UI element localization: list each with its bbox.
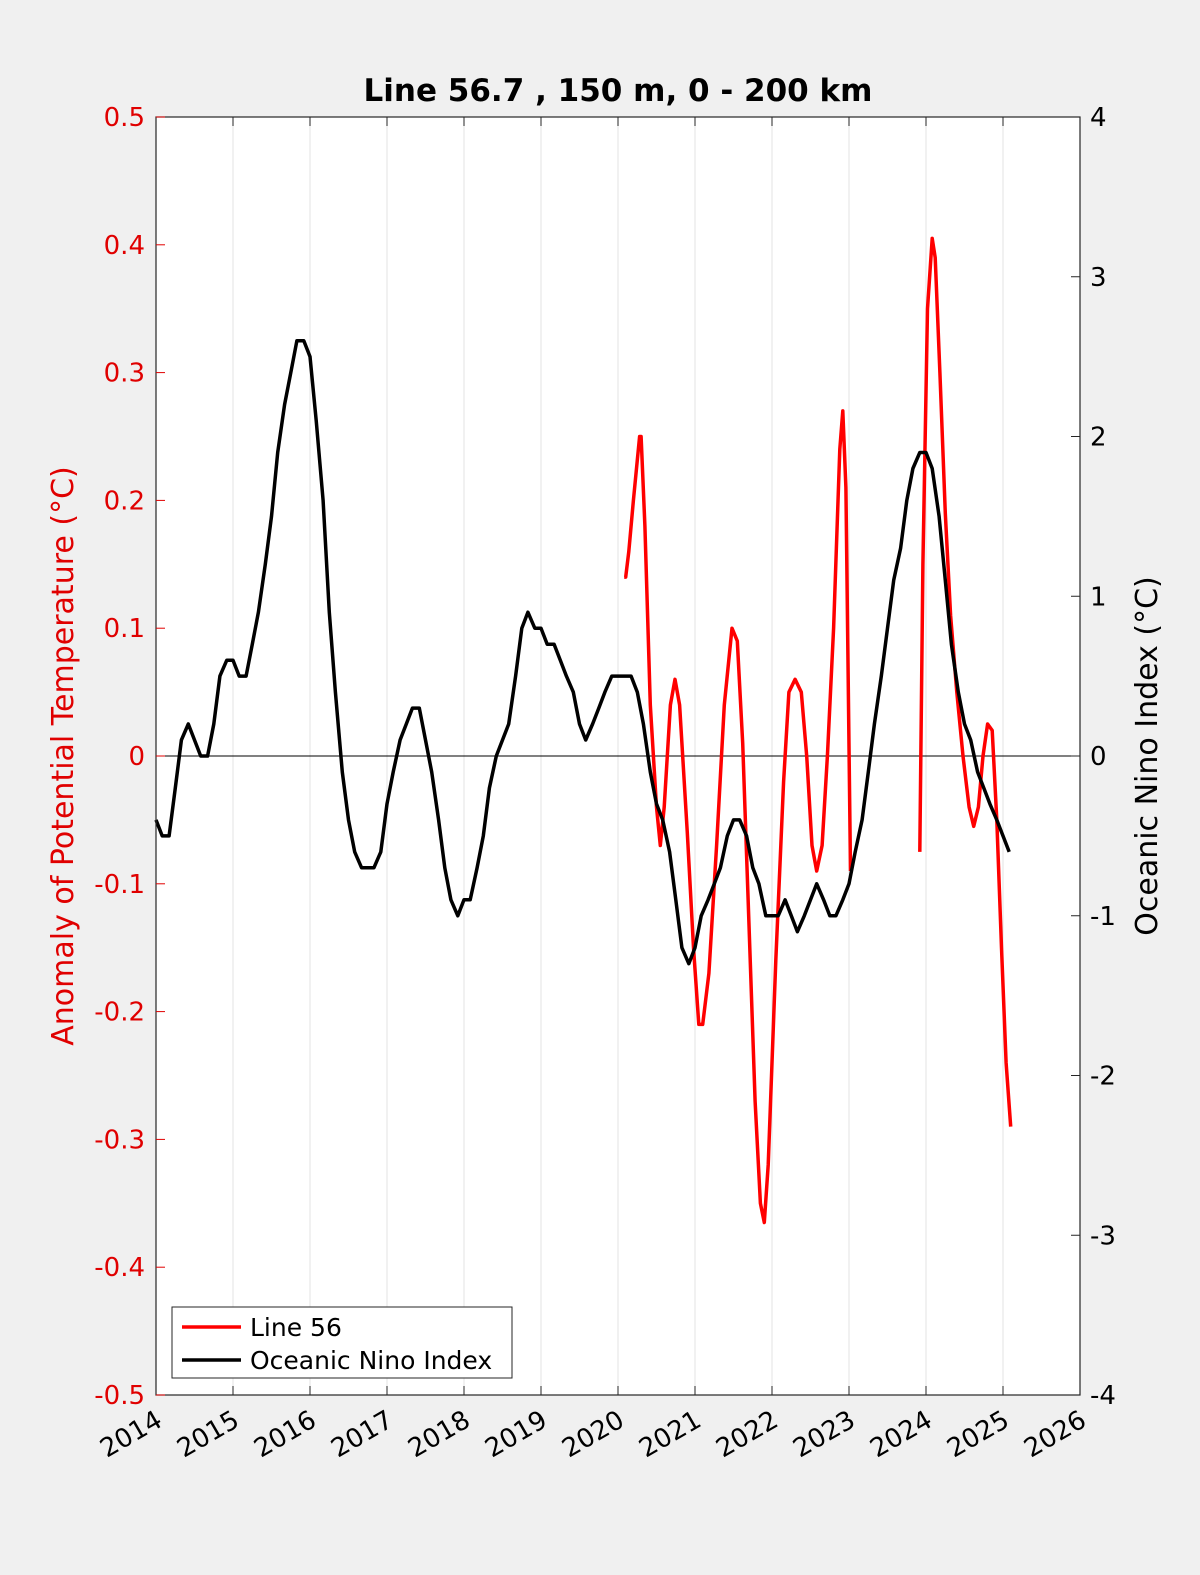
legend-box xyxy=(171,1306,513,1379)
legend-label-oni: Oceanic Nino Index xyxy=(250,1346,492,1375)
legend-label-line56: Line 56 xyxy=(250,1313,342,1342)
y-right-tick-label: 4 xyxy=(1090,103,1107,133)
ticks xyxy=(155,116,1081,1396)
series-line56-line xyxy=(623,409,853,1225)
y-right-tick-label: -1 xyxy=(1090,902,1116,932)
y-left-tick-label: -0.2 xyxy=(94,998,145,1028)
y-right-tick-label: 3 xyxy=(1090,263,1107,293)
y-left-tick-label: -0.1 xyxy=(94,870,145,900)
y-left-tick-label: 0.1 xyxy=(104,614,145,644)
y-right-tick-label: 2 xyxy=(1090,423,1107,453)
y-left-tick-label: -0.3 xyxy=(94,1125,145,1155)
y-left-tick-label: 0.5 xyxy=(104,103,145,133)
y-left-tick-label: 0.4 xyxy=(104,231,145,261)
chart-title: Line 56.7 , 150 m, 0 - 200 km xyxy=(364,73,873,109)
y-left-tick-label: 0 xyxy=(128,742,145,772)
right-axis-label: Oceanic Nino Index (°C) xyxy=(1130,576,1165,936)
legend: Line 56 Oceanic Nino Index xyxy=(171,1306,513,1379)
right-axis-tick-labels: 4 3 2 1 0 -1 -2 -3 -4 xyxy=(1090,103,1116,1411)
series-oni-line xyxy=(154,338,1011,966)
y-right-tick-label: 1 xyxy=(1090,582,1107,612)
y-right-tick-label: -4 xyxy=(1090,1381,1116,1411)
series-line56-line xyxy=(918,236,1013,1127)
series-layer xyxy=(154,236,1013,1225)
y-right-tick-label: -2 xyxy=(1090,1062,1116,1092)
left-axis-label: Anomaly of Potential Temperature (°C) xyxy=(46,466,81,1045)
y-left-tick-label: 0.3 xyxy=(104,359,145,389)
y-left-tick-label: 0.2 xyxy=(104,486,145,516)
y-right-tick-label: -3 xyxy=(1090,1221,1116,1251)
y-left-tick-label: -0.5 xyxy=(94,1381,145,1411)
y-right-tick-label: 0 xyxy=(1090,742,1107,772)
left-axis-tick-labels: 0.5 0.4 0.3 0.2 0.1 0 -0.1 -0.2 -0.3 -0.4 -0.5 xyxy=(94,103,145,1411)
y-left-tick-label: -0.4 xyxy=(94,1253,145,1283)
